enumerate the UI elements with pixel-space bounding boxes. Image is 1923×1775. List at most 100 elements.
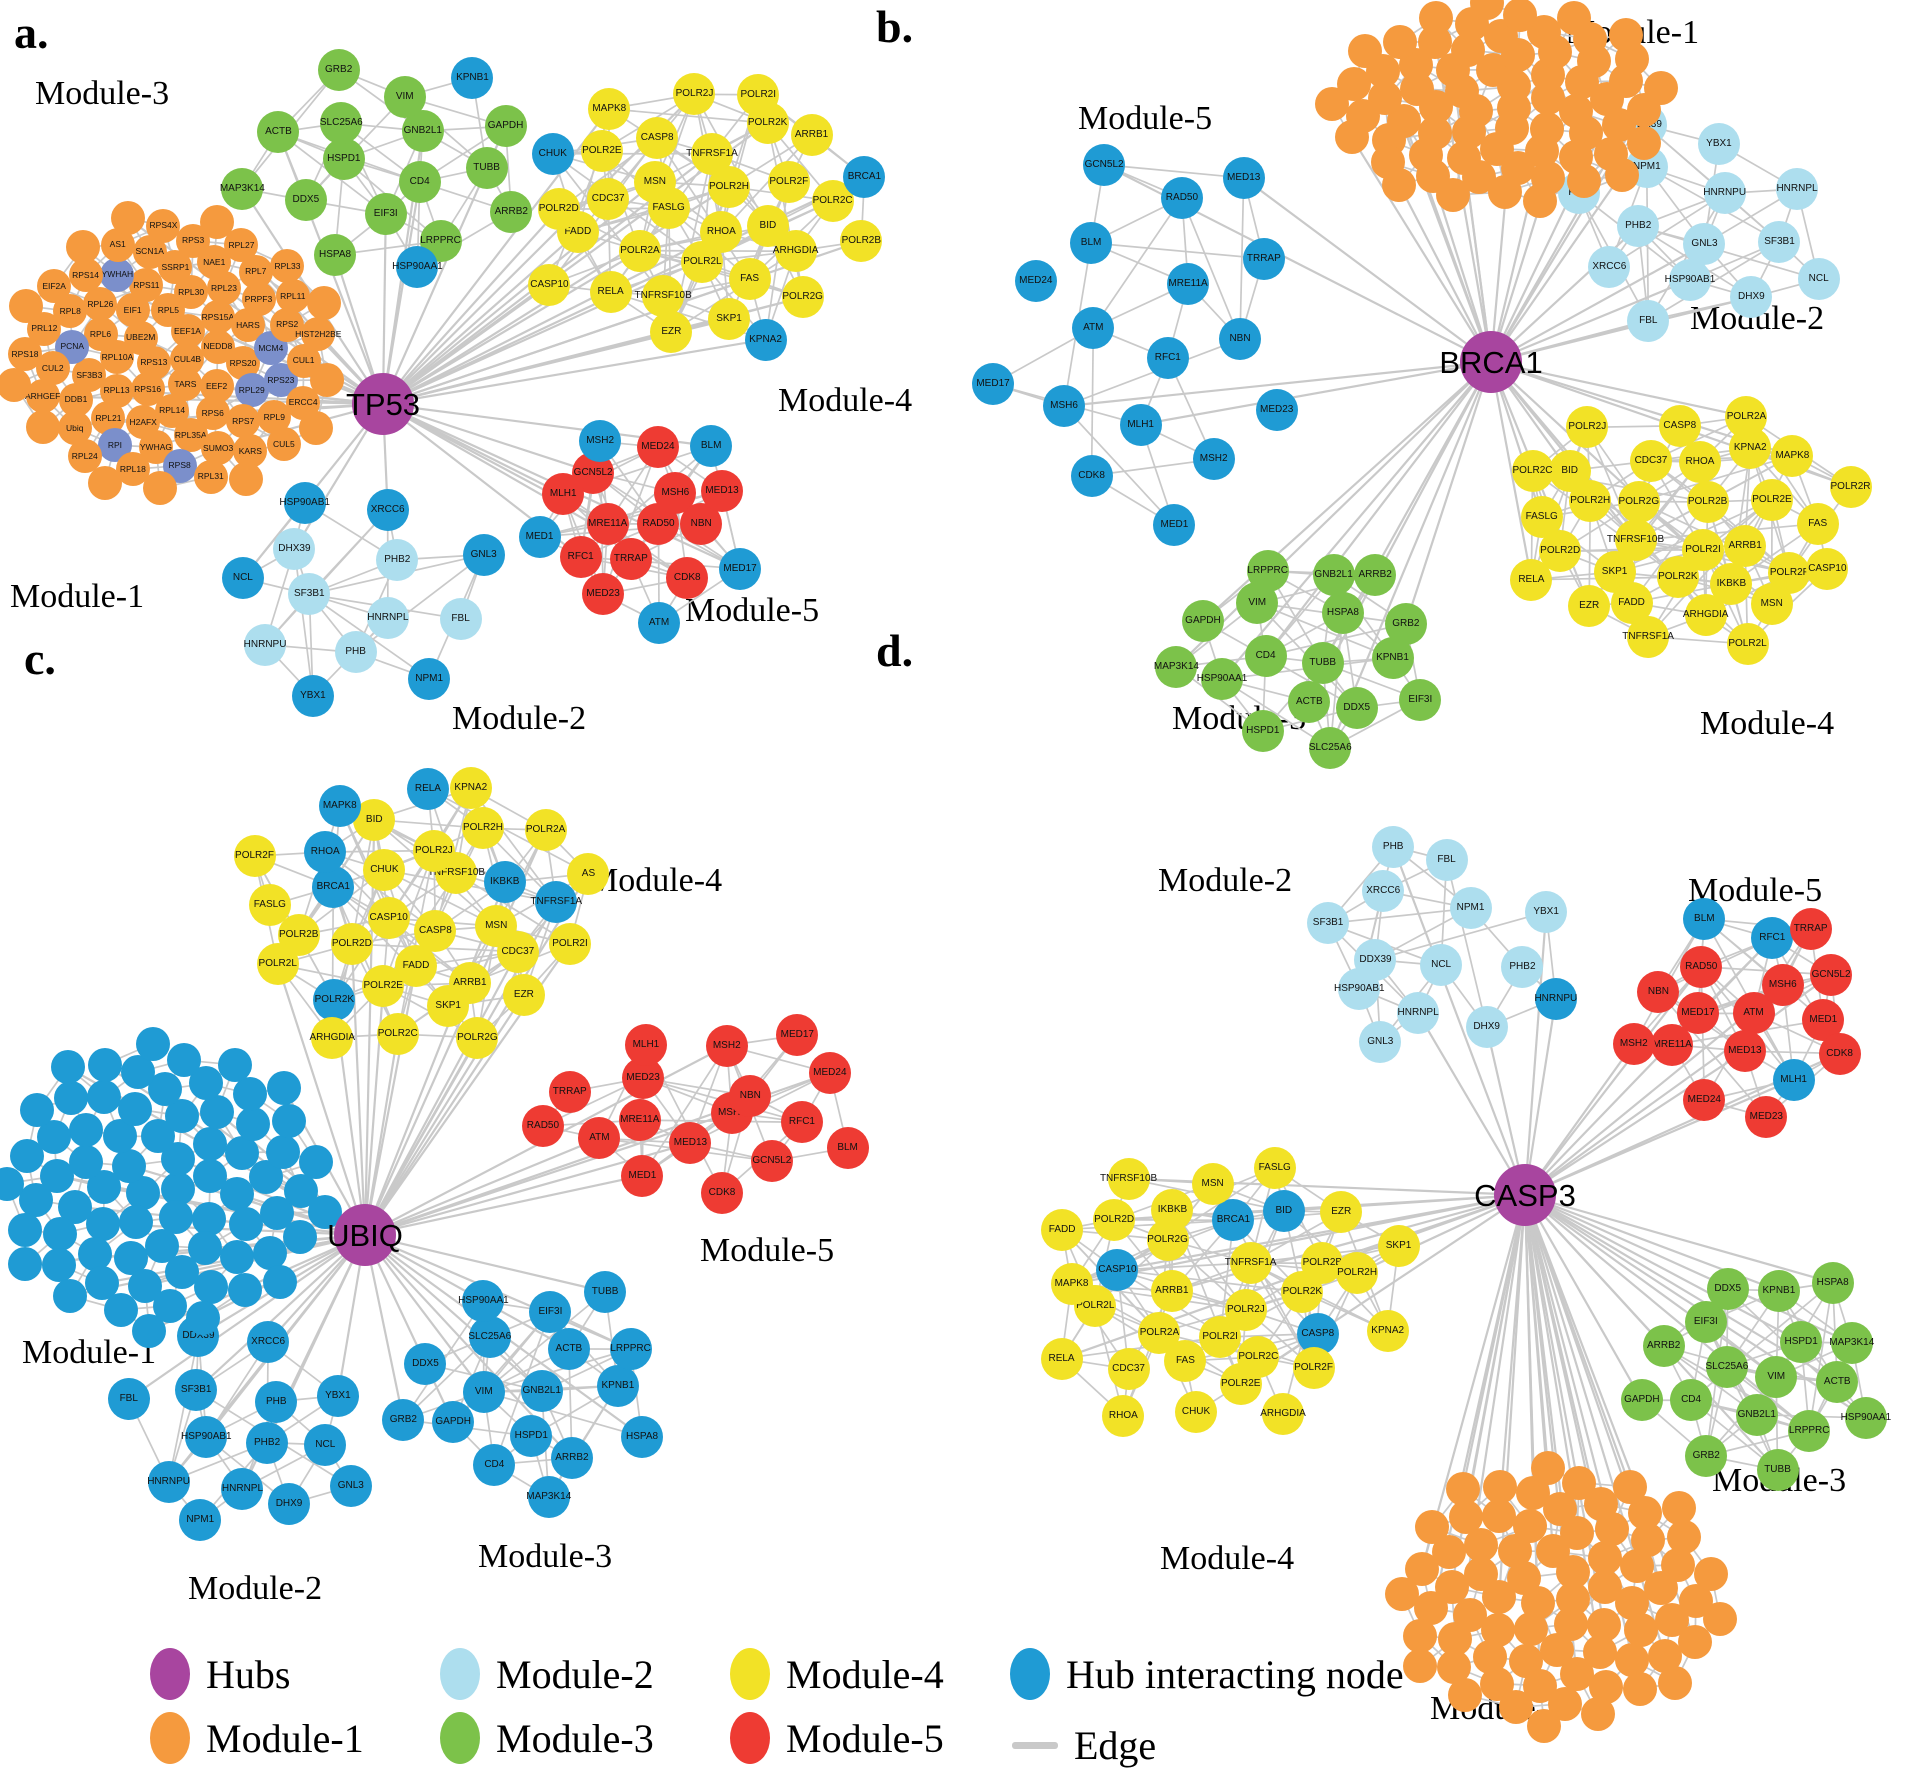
module3-node-d[interactable]: VIM — [1755, 1355, 1798, 1398]
module4-node-c[interactable]: POLR2G — [456, 1016, 499, 1059]
module2-node[interactable]: NPM1 — [408, 657, 451, 700]
module1-node-b[interactable] — [1382, 25, 1417, 60]
module4-node-d[interactable]: MAPK8 — [1050, 1263, 1093, 1306]
module1-node-d[interactable] — [1482, 1498, 1517, 1533]
module1-node-c[interactable] — [167, 1043, 202, 1078]
module1-node-d[interactable] — [1530, 1450, 1565, 1485]
module1-node-c[interactable] — [228, 1206, 263, 1241]
module4-node-b[interactable]: CASP10 — [1806, 547, 1849, 590]
module3-node-b[interactable]: LRPPRC — [1246, 549, 1289, 592]
module4-node-c[interactable]: RHOA — [304, 830, 347, 873]
module3-node-d[interactable]: GAPDH — [1620, 1379, 1663, 1422]
module3-node-b[interactable]: TUBB — [1301, 641, 1344, 684]
module1-node-d[interactable] — [1622, 1672, 1657, 1707]
module3-node[interactable]: ACTB — [257, 111, 300, 154]
hub-node-tp53[interactable]: TP53 — [346, 373, 420, 435]
module4-node-d[interactable]: IKBKB — [1151, 1189, 1194, 1232]
module4-node[interactable]: POLR2G — [781, 276, 824, 319]
module4-node-c[interactable]: EZR — [502, 974, 545, 1017]
module5-node-d[interactable]: MSH6 — [1761, 963, 1804, 1006]
module5-node-d[interactable]: MSH2 — [1612, 1022, 1655, 1065]
module2-node[interactable]: YBX1 — [291, 674, 334, 717]
module3-node[interactable]: GRB2 — [317, 48, 360, 91]
module5-node[interactable]: ATM — [638, 601, 681, 644]
module4-node-b[interactable]: BID — [1548, 449, 1591, 492]
module2-node[interactable]: SF3B1 — [288, 573, 331, 616]
module4-node[interactable]: CDC37 — [587, 177, 630, 220]
module1-node-c[interactable] — [199, 1094, 234, 1129]
module3-node[interactable]: ARRB2 — [490, 190, 533, 233]
module1-node-c[interactable] — [283, 1220, 318, 1255]
module4-node-d[interactable]: POLR2E — [1219, 1362, 1262, 1405]
module1-node-b[interactable] — [1418, 1, 1453, 36]
module1-node-d[interactable] — [1657, 1665, 1692, 1700]
module4-node-c[interactable]: POLR2F — [233, 835, 276, 878]
module4-node-c[interactable]: POLR2E — [362, 964, 405, 1007]
module5-node-c[interactable]: CDK8 — [700, 1172, 743, 1214]
module5-node[interactable]: MLH1 — [542, 473, 585, 516]
module5-node-b[interactable]: MSH6 — [1043, 385, 1086, 428]
module4-node[interactable]: POLR2B — [840, 220, 883, 263]
module1-node-c[interactable] — [252, 1235, 287, 1270]
module2-node-d[interactable]: YBX1 — [1525, 890, 1568, 933]
module3-node-b[interactable]: HSP90AA1 — [1197, 658, 1247, 701]
module3-node-d[interactable]: ACTB — [1816, 1361, 1859, 1404]
module5-node[interactable]: MED23 — [582, 573, 625, 616]
module3-node-c[interactable]: LRPPRC — [609, 1328, 652, 1371]
module5-node[interactable]: MSH2 — [579, 420, 622, 463]
module2-node-c[interactable]: NCL — [304, 1423, 347, 1466]
module4-node[interactable]: EZR — [650, 311, 693, 354]
module1-node[interactable] — [65, 230, 100, 265]
module5-node-c[interactable]: MED24 — [808, 1051, 851, 1094]
module3-node[interactable]: VIM — [383, 75, 426, 118]
module3-node[interactable]: GAPDH — [484, 105, 527, 148]
module4-node-c[interactable]: POLR2C — [376, 1013, 419, 1056]
module1-node-c[interactable] — [193, 1127, 228, 1161]
module1-node[interactable]: RPL26 — [83, 287, 118, 322]
module5-node-d[interactable]: MED23 — [1745, 1096, 1788, 1139]
module1-node-d[interactable] — [1661, 1548, 1696, 1583]
module5-node-c[interactable]: MLH1 — [624, 1023, 667, 1066]
module4-node-c[interactable]: KPNA2 — [449, 767, 492, 810]
module4-node-c[interactable]: TNFRSF1A — [530, 881, 582, 924]
module4-node[interactable]: FAS — [728, 258, 771, 301]
module1-node[interactable] — [9, 288, 44, 323]
module4-node-b[interactable]: POLR2A — [1725, 395, 1768, 438]
module2-node[interactable]: HSP90AB1 — [279, 481, 330, 524]
module5-node[interactable]: TRRAP — [609, 538, 652, 580]
module4-node-c[interactable]: POLR2I — [549, 923, 591, 965]
module1-node-d[interactable] — [1445, 1472, 1480, 1507]
module1-node-d[interactable] — [1703, 1602, 1738, 1637]
module1-node-c[interactable] — [159, 1200, 194, 1234]
module4-node-c[interactable]: RELA — [406, 767, 449, 810]
module3-node-b[interactable]: SLC25A6 — [1309, 726, 1352, 769]
module2-node[interactable]: XRCC6 — [366, 489, 409, 532]
module1-node[interactable] — [25, 410, 60, 445]
module1-node-c[interactable] — [87, 1047, 122, 1082]
module1-node[interactable]: EIF2A — [37, 269, 72, 304]
module4-node-b[interactable]: FASLG — [1520, 496, 1563, 539]
module1-node-c[interactable] — [69, 1112, 104, 1147]
module1-node-c[interactable] — [191, 1201, 226, 1236]
module3-node-c[interactable]: GNB2L1 — [520, 1370, 563, 1413]
module5-node-b[interactable]: MED24 — [1014, 259, 1057, 302]
module3-node-d[interactable]: MAP3K14 — [1829, 1322, 1874, 1365]
module4-node-b[interactable]: MAPK8 — [1771, 434, 1814, 477]
module3-node-b[interactable]: GRB2 — [1384, 602, 1427, 645]
module5-node-b[interactable]: TRRAP — [1242, 237, 1285, 280]
module5-node-c[interactable]: RAD50 — [521, 1105, 564, 1148]
module1-node-b[interactable] — [1567, 163, 1602, 198]
module1-node-c[interactable] — [185, 1300, 220, 1335]
module2-node-c[interactable]: PHB2 — [246, 1421, 289, 1464]
module1-node-c[interactable] — [117, 1091, 152, 1126]
module1-node-d[interactable] — [1661, 1490, 1696, 1525]
module2-node-c[interactable]: GNL3 — [329, 1465, 372, 1508]
module5-node-d[interactable]: BLM — [1683, 898, 1726, 941]
module5-node-c[interactable]: NBN — [729, 1075, 772, 1118]
module3-node-b[interactable]: CD4 — [1244, 635, 1287, 678]
module5-node[interactable]: RFC1 — [559, 536, 602, 579]
module4-node-c[interactable]: POLR2A — [524, 808, 567, 851]
module1-node[interactable] — [0, 367, 32, 402]
module4-node[interactable]: ARRB1 — [790, 113, 833, 156]
module3-node-c[interactable]: EIF3I — [529, 1290, 572, 1333]
